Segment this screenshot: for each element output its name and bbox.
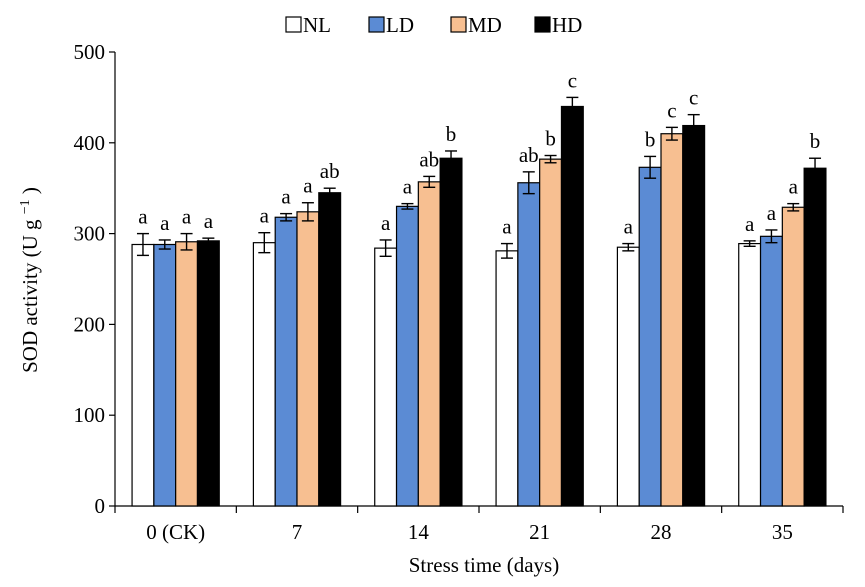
legend-label-ld: LD — [386, 13, 414, 37]
legend-label-nl: NL — [303, 13, 331, 37]
bar-ld — [395, 205, 419, 507]
bar-md — [539, 158, 563, 507]
bar-hd — [803, 167, 827, 507]
bar-hd — [439, 157, 463, 507]
y-axis-label-main: SOD activity (U g — [18, 219, 42, 373]
x-tick-label: 35 — [772, 520, 793, 544]
y-tick-label: 0 — [95, 494, 106, 518]
bar-nl — [252, 242, 276, 507]
bar-ld — [638, 166, 662, 507]
bar-md — [781, 206, 805, 507]
significance-letter: a — [767, 201, 777, 225]
bar-hd — [318, 192, 342, 507]
bar-nl — [616, 246, 640, 507]
x-tick-label: 7 — [292, 520, 303, 544]
legend-label-md: MD — [468, 13, 502, 37]
y-axis-label-superscript: −1 — [18, 199, 33, 214]
axes: 0 100 200 300 400 500 0 (CK) 7 14 21 28 35 — [74, 40, 844, 544]
y-tick-label: 200 — [74, 312, 106, 336]
significance-letter: a — [502, 215, 512, 239]
legend-swatch-hd — [534, 16, 551, 33]
y-tick-label: 500 — [74, 40, 106, 64]
bar-md — [175, 241, 199, 507]
bar-nl — [131, 243, 155, 507]
bar-hd — [196, 240, 220, 507]
significance-letter: a — [403, 175, 413, 199]
x-axis-label: Stress time (days) — [409, 553, 559, 577]
legend: NL LD MD HD — [285, 13, 582, 37]
bar-nl — [374, 247, 398, 507]
x-tick-label: 14 — [408, 520, 430, 544]
significance-letter: b — [810, 129, 821, 153]
x-tick-label: 0 (CK) — [146, 520, 205, 544]
significance-letter: b — [545, 127, 556, 151]
significance-letter: c — [689, 86, 698, 110]
legend-swatch-nl — [285, 16, 302, 33]
y-tick-label: 100 — [74, 403, 106, 427]
significance-letter: ab — [519, 143, 539, 167]
y-axis-label-close: ) — [18, 187, 42, 194]
significance-letter: a — [160, 211, 170, 235]
bar-ld — [274, 216, 298, 507]
significance-letter: a — [204, 209, 214, 233]
y-tick-label: 300 — [74, 222, 106, 246]
significance-letter: a — [745, 212, 755, 236]
significance-letter: a — [281, 185, 291, 209]
x-tick-label: 21 — [529, 520, 550, 544]
bar-md — [417, 181, 441, 507]
significance-letter: c — [568, 68, 577, 92]
significance-letter: ab — [320, 159, 340, 183]
bar-hd — [682, 124, 706, 507]
significance-letter: a — [624, 215, 634, 239]
significance-letter: c — [667, 98, 676, 122]
y-tick-label: 400 — [74, 131, 106, 155]
bar-ld — [759, 235, 783, 507]
bar-ld — [517, 182, 541, 507]
significance-letter: a — [260, 204, 270, 228]
bar-hd — [560, 105, 584, 507]
significance-letter: b — [645, 127, 656, 151]
bar-md — [296, 211, 320, 507]
legend-swatch-ld — [368, 16, 385, 33]
significance-letter: a — [138, 205, 148, 229]
y-axis-label: SOD activity (U g −1 ) — [10, 187, 42, 373]
legend-swatch-md — [450, 16, 467, 33]
bar-nl — [738, 242, 762, 507]
significance-letter: b — [446, 122, 457, 146]
legend-label-hd: HD — [552, 13, 582, 37]
significance-letter: a — [182, 205, 192, 229]
bar-nl — [495, 250, 519, 507]
significance-letter: a — [381, 211, 391, 235]
significance-letter: ab — [419, 147, 439, 171]
bar-ld — [153, 243, 177, 507]
x-tick-label: 28 — [651, 520, 672, 544]
significance-letter: a — [303, 174, 313, 198]
bar-md — [660, 133, 684, 507]
significance-letter: a — [789, 175, 799, 199]
